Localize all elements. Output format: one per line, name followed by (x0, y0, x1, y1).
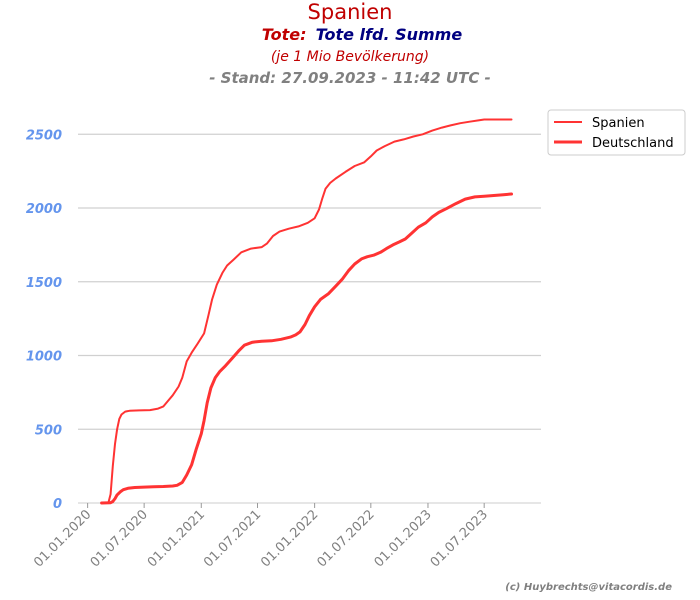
y-axis: 0 500 1000 1500 2000 2500 (26, 128, 62, 512)
chart-title: Spanien (308, 0, 393, 24)
series-line-spanien (100, 118, 513, 504)
y-grid (78, 133, 541, 430)
subtitle-part-2: Tote lfd. Summe (316, 25, 463, 44)
legend: Spanien Deutschland (547, 109, 686, 156)
stand-note: - Stand: 27.09.2023 - 11:42 UTC - (209, 69, 491, 87)
x-tick-label: 01.01.2022 (258, 507, 321, 570)
x-tick-label: 01.07.2020 (88, 507, 151, 570)
x-tick-label: 01.07.2023 (428, 507, 491, 570)
y-tick-label: 0 (53, 497, 62, 512)
x-tick-label: 01.01.2021 (145, 507, 208, 570)
y-tick-label: 2000 (26, 202, 62, 217)
subtitle-part-1: Tote: (262, 25, 307, 44)
x-axis: 01.01.202001.07.202001.01.202101.07.2021… (31, 503, 491, 570)
chart-subtitle: Tote: Tote lfd. Summe (262, 25, 463, 44)
y-tick-label: 2500 (26, 128, 62, 143)
unit-note: (je 1 Mio Bevölkerung) (271, 49, 429, 65)
legend-label-deutschland: Deutschland (592, 136, 674, 151)
x-tick-label: 01.07.2022 (314, 507, 377, 570)
x-tick-label: 01.07.2021 (201, 507, 264, 570)
series-lines (100, 118, 513, 505)
x-tick-label: 01.01.2020 (31, 507, 94, 570)
x-tick-label: 01.01.2023 (372, 507, 435, 570)
legend-label-spanien: Spanien (592, 116, 645, 131)
y-tick-label: 1000 (26, 350, 62, 365)
legend-box (547, 109, 686, 156)
series-line-deutschland (100, 192, 513, 505)
credit-note: (c) Huybrechts@vitacordis.de (505, 582, 672, 593)
y-tick-label: 1500 (26, 276, 62, 291)
y-tick-label: 500 (35, 423, 62, 438)
